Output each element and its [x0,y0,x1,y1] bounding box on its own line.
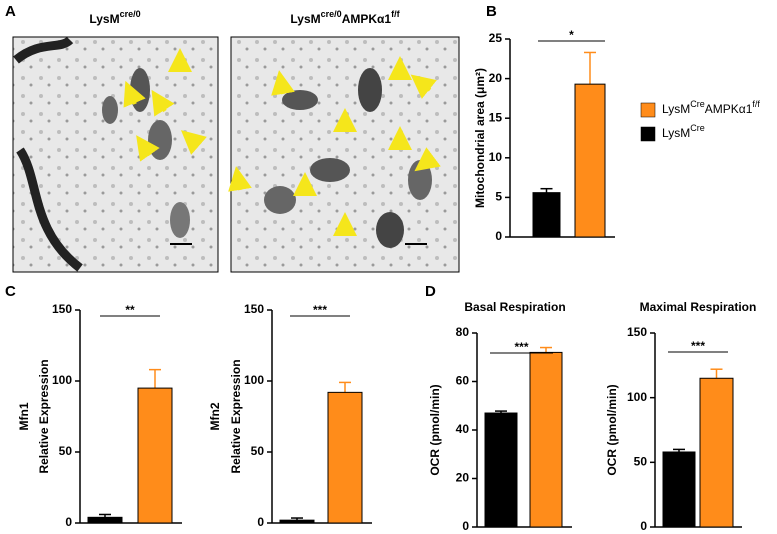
text-part: f/f [391,9,400,19]
y-tick-label: 100 [627,390,647,404]
text-part: cre/0 [321,9,342,19]
text-part: LysM [662,126,690,140]
significance: ** [125,303,135,317]
y-tick-label: 0 [65,515,72,529]
text-part: AMPKα1 [342,12,392,26]
y-tick-label: 50 [59,444,73,458]
micrograph-1 [12,36,219,273]
y-tick-label: 20 [456,471,470,485]
legend-entry: LysMCreAMPKα1f/f [662,99,760,116]
bar [279,519,315,524]
chart-title: Maximal Respiration [640,300,757,314]
bar [484,412,518,528]
text-part: LysM [662,102,690,116]
text-part: AMPKα1 [705,102,753,116]
y-axis-label: Mitochondrial area (μm²) [473,68,487,208]
y-tick-label: 100 [244,373,264,387]
y-axis-label: Relative Expression [37,359,51,473]
y-axis-label: Mfn2 [208,402,222,430]
arrows [123,48,441,236]
significance: *** [691,339,705,353]
text-part: LysM [89,12,119,26]
legend-swatch [640,126,656,142]
chart-title: Basal Respiration [464,300,565,314]
significance: *** [514,340,528,354]
y-tick-label: 0 [462,519,469,533]
bar [529,351,563,528]
bar [87,516,123,524]
bar [699,377,734,528]
y-tick-label: 150 [244,302,264,316]
y-axis-label: OCR (pmol/min) [605,384,619,475]
panel-label: C [5,283,16,300]
y-tick-label: 25 [489,31,503,45]
y-tick-label: 60 [456,374,470,388]
significance: *** [313,303,327,317]
y-tick-label: 15 [489,110,503,124]
y-tick-label: 80 [456,325,470,339]
text-part: cre/0 [120,9,141,19]
text-part: Cre [690,99,705,109]
y-tick-label: 0 [495,229,502,243]
bar [532,192,561,238]
y-tick-label: 50 [634,455,648,469]
y-tick-label: 20 [489,71,503,85]
y-axis-label: Relative Expression [229,359,243,473]
y-tick-label: 40 [456,422,470,436]
y-tick-label: 150 [627,325,647,339]
y-tick-label: 10 [489,150,503,164]
y-tick-label: 5 [495,190,502,204]
text-part: LysM [290,12,320,26]
significance: * [569,28,574,42]
image-label: LysMcre/0AMPKα1f/f [290,9,400,26]
bar [662,451,696,528]
y-tick-label: 50 [251,444,265,458]
y-axis-label: OCR (pmol/min) [428,384,442,475]
panel-label: A [5,3,16,20]
bar [137,387,173,524]
y-axis-label: Mfn1 [17,402,31,430]
legend-swatch [640,102,656,118]
text-part: f/f [752,99,760,109]
y-tick-label: 150 [52,302,72,316]
y-tick-label: 0 [257,515,264,529]
bar [327,391,363,524]
legend-entry: LysMCre [662,123,705,140]
micrograph-2 [230,36,460,273]
y-tick-label: 0 [640,519,647,533]
text-part: Cre [690,123,705,133]
y-tick-label: 100 [52,373,72,387]
image-label: LysMcre/0 [89,9,140,26]
panel-label: D [425,283,436,300]
panel-label: B [486,3,497,20]
bar [574,83,606,238]
